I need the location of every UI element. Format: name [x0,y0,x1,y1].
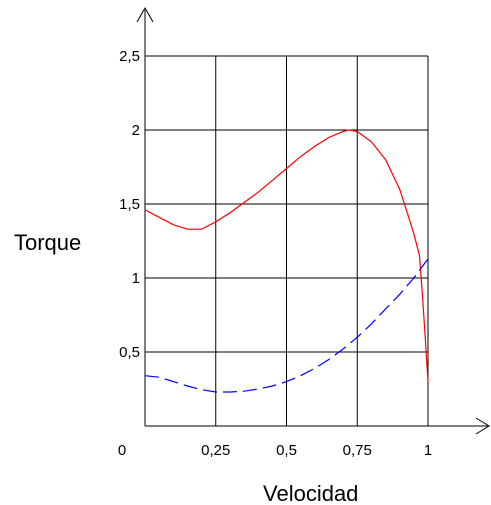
x-tick-label: 0,5 [276,442,297,459]
x-axis-label: Velocidad [263,481,358,505]
y-tick-label: 1,5 [119,196,140,213]
y-tick-label: 2,5 [119,48,140,65]
x-tick-label: 0,25 [201,442,230,459]
y-tick-label: 1 [132,270,140,287]
x-axis-arrowhead [475,417,490,435]
y-tick-label: 0,5 [119,344,140,361]
grid [145,55,429,426]
y-axis-arrowhead [136,6,154,23]
series-layer [144,129,429,393]
x-tick-label: 1 [424,442,432,459]
tick-labels: 0 0,25 0,5 0,75 1 0,5 1 1,5 2 2,5 [118,48,432,459]
series-line-red [144,129,429,382]
y-tick-label: 2 [132,122,140,139]
x-tick-label: 0,75 [343,442,372,459]
axes [136,6,490,435]
x-tick-label: 0 [118,442,126,459]
series-line-blue-dashed [144,258,429,393]
y-axis-label: Torque [14,230,81,255]
